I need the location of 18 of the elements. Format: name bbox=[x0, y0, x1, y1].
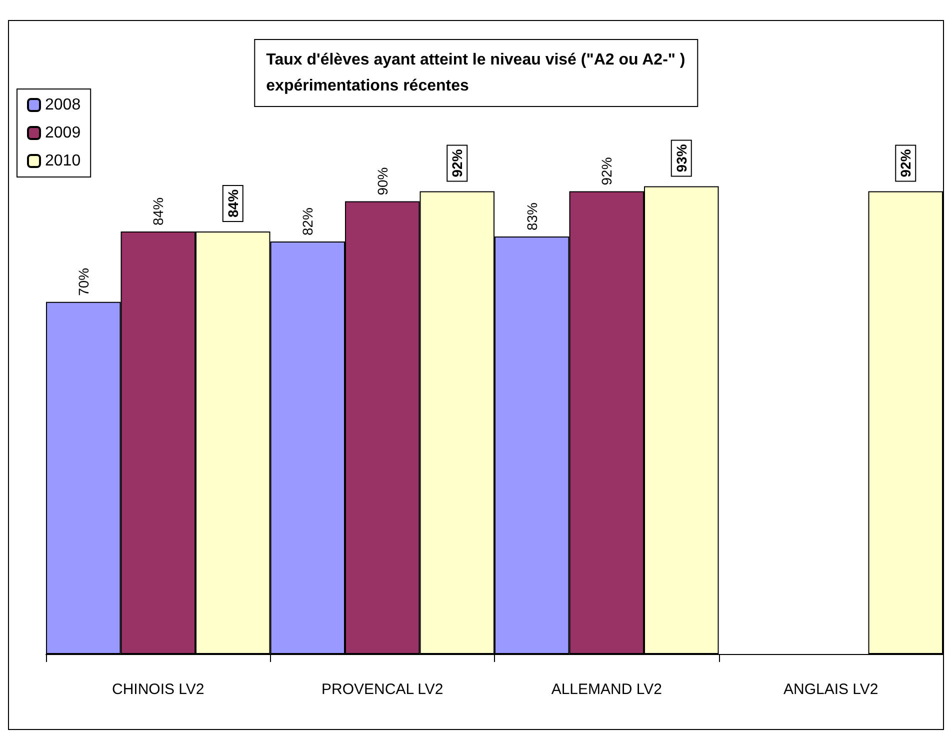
data-label: 90% bbox=[374, 167, 390, 196]
data-label: 92% bbox=[598, 157, 615, 186]
chart-title: Taux d'élèves ayant atteint le niveau visé ("A2 ou A2-" ) expérimentations récentes bbox=[266, 52, 686, 94]
data-label: 82% bbox=[300, 208, 316, 236]
legend-label: 2009 bbox=[45, 124, 81, 142]
legend-label: 2008 bbox=[45, 96, 81, 114]
data-label: 93% bbox=[673, 144, 690, 172]
data-label: 70% bbox=[75, 268, 92, 296]
x-tick-label: PROVENCAL LV2 bbox=[322, 681, 444, 698]
x-tick-label: ANGLAIS LV2 bbox=[783, 681, 878, 698]
data-label: 84% bbox=[224, 188, 241, 218]
x-tick-label: CHINOIS LV2 bbox=[112, 681, 204, 698]
data-label: 92% bbox=[898, 148, 914, 178]
data-label: 83% bbox=[524, 202, 540, 231]
data-label: 92% bbox=[449, 148, 466, 178]
legend-label: 2010 bbox=[45, 152, 81, 170]
data-label: 84% bbox=[150, 197, 166, 226]
x-tick-label: ALLEMAND LV2 bbox=[551, 681, 662, 698]
